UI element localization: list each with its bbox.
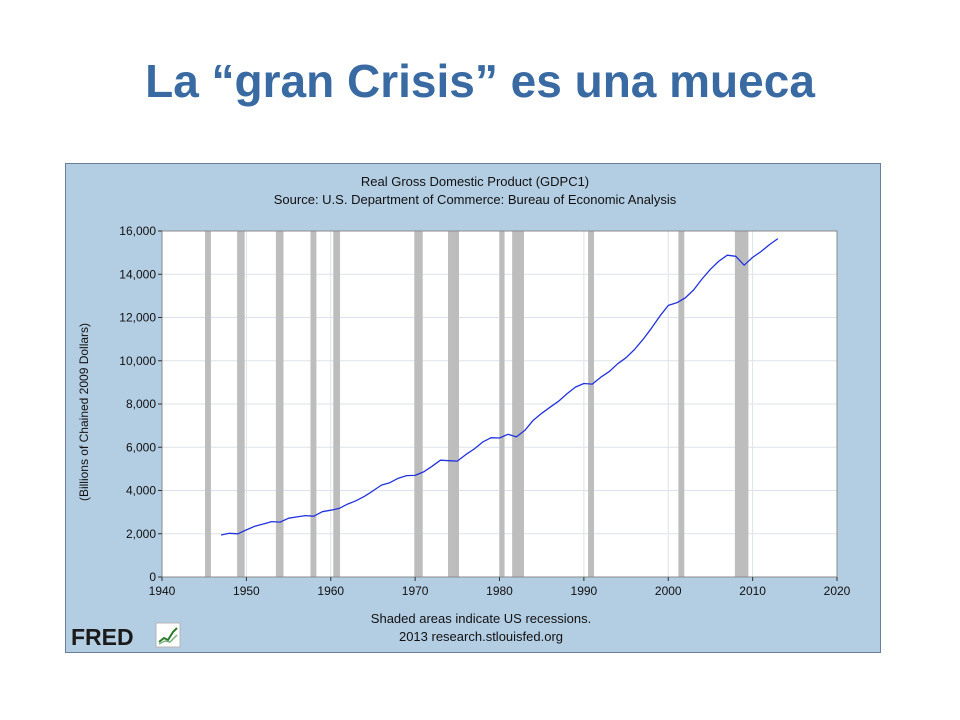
recession-band xyxy=(237,231,245,577)
gdp-series-line xyxy=(220,238,779,536)
x-tick-label: 1990 xyxy=(571,584,598,598)
recession-band xyxy=(275,231,284,577)
y-tick-label: 10,000 xyxy=(119,354,156,368)
chart-title: Real Gross Domestic Product (GDPC1) xyxy=(361,174,589,189)
chart-panel: Real Gross Domestic Product (GDPC1) Sour… xyxy=(65,163,881,653)
recession-band xyxy=(414,231,423,577)
x-tick-label: 1950 xyxy=(233,584,260,598)
fred-chart-icon xyxy=(155,622,181,648)
x-tick-label: 2010 xyxy=(739,584,766,598)
y-axis-label: (Billions of Chained 2009 Dollars) xyxy=(77,323,91,501)
recession-band xyxy=(678,231,685,577)
fred-logo: FRED xyxy=(71,622,181,650)
recession-band xyxy=(205,231,211,577)
recession-band xyxy=(310,231,317,577)
x-tick-label: 1940 xyxy=(149,584,176,598)
x-tick-label: 1960 xyxy=(317,584,344,598)
recession-band xyxy=(333,231,341,577)
recession-band xyxy=(512,231,524,577)
recession-band xyxy=(448,231,459,577)
plot-area: 0 2,000 4,000 6,000 8,000 10,000 12,000 14,000 1… xyxy=(119,224,850,598)
recession-band xyxy=(499,231,505,577)
chart-subtitle: Source: U.S. Department of Commerce: Bur… xyxy=(274,192,677,207)
x-tick-label: 2000 xyxy=(655,584,682,598)
x-tick-label: 1970 xyxy=(402,584,429,598)
y-tick-label: 14,000 xyxy=(119,267,156,281)
y-tick-label: 4,000 xyxy=(126,484,156,498)
y-tick-label: 0 xyxy=(149,570,156,584)
x-tick-label: 1980 xyxy=(486,584,513,598)
y-tick-label: 6,000 xyxy=(126,440,156,454)
recession-band xyxy=(588,231,594,577)
chart-footnote: Shaded areas indicate US recessions. xyxy=(371,611,591,626)
gdp-chart: Real Gross Domestic Product (GDPC1) Sour… xyxy=(66,164,880,652)
y-tick-label: 12,000 xyxy=(119,311,156,325)
slide-title: La “gran Crisis” es una mueca xyxy=(145,55,815,107)
x-tick-label: 2020 xyxy=(824,584,851,598)
y-tick-label: 8,000 xyxy=(126,397,156,411)
recession-band xyxy=(734,231,749,577)
y-tick-label: 16,000 xyxy=(119,224,156,238)
y-tick-label: 2,000 xyxy=(126,527,156,541)
chart-credit: 2013 research.stlouisfed.org xyxy=(399,629,563,644)
fred-logo-text: FRED xyxy=(71,624,134,650)
